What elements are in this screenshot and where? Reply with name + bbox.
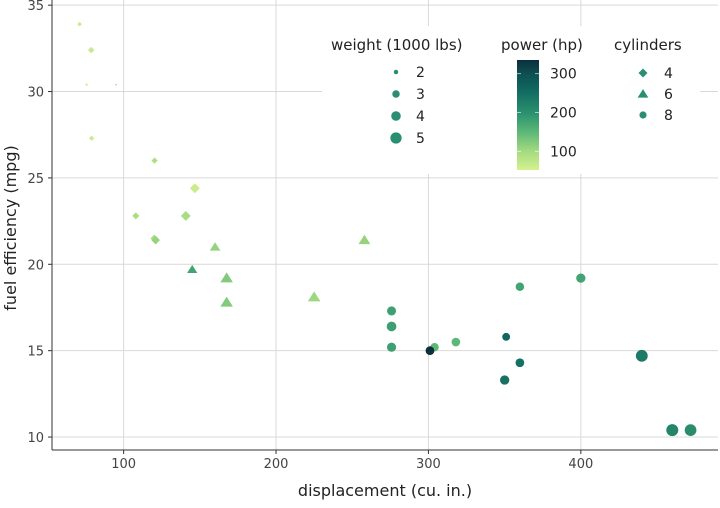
legend: weight (1000 lbs) power (hp) cylinders 2… bbox=[322, 26, 700, 174]
y-tick-label: 15 bbox=[27, 345, 44, 360]
data-point bbox=[386, 342, 397, 352]
legend-background bbox=[322, 26, 700, 174]
data-point bbox=[209, 242, 221, 251]
shape-legend-key bbox=[637, 89, 649, 98]
size-legend-title: weight (1000 lbs) bbox=[331, 36, 463, 54]
size-legend-label: 4 bbox=[416, 109, 425, 125]
shape-legend-title: cylinders bbox=[614, 36, 682, 54]
data-point bbox=[220, 296, 233, 307]
x-tick-label: 200 bbox=[264, 457, 289, 472]
color-legend-title: power (hp) bbox=[501, 36, 583, 54]
shape-legend-label: 8 bbox=[664, 108, 673, 124]
data-point bbox=[515, 358, 525, 368]
data-point bbox=[77, 21, 82, 27]
data-point bbox=[502, 332, 511, 341]
y-tick-label: 35 bbox=[27, 0, 44, 14]
y-tick-label: 20 bbox=[27, 258, 44, 273]
data-point bbox=[358, 234, 371, 245]
data-point bbox=[89, 135, 95, 141]
x-tick-label: 100 bbox=[111, 457, 136, 472]
size-legend-key bbox=[391, 111, 401, 121]
data-point bbox=[386, 321, 397, 332]
size-legend-key bbox=[392, 90, 400, 98]
y-tick-label: 30 bbox=[27, 86, 44, 101]
data-point bbox=[515, 282, 525, 291]
size-legend-label: 2 bbox=[416, 65, 425, 81]
shape-legend-key bbox=[638, 68, 648, 78]
data-points bbox=[77, 21, 697, 437]
data-point bbox=[220, 272, 233, 283]
x-tick-label: 300 bbox=[416, 457, 441, 472]
data-point bbox=[151, 157, 158, 164]
data-point bbox=[666, 424, 679, 437]
data-point bbox=[115, 83, 118, 86]
shape-legend-label: 4 bbox=[664, 66, 673, 82]
data-point bbox=[87, 46, 95, 54]
size-legend-label: 3 bbox=[416, 87, 425, 103]
colorbar-label: 200 bbox=[550, 105, 577, 121]
data-point bbox=[387, 306, 397, 316]
data-point bbox=[499, 375, 510, 385]
x-axis-label: displacement (cu. in.) bbox=[298, 481, 472, 500]
data-point bbox=[151, 235, 160, 245]
data-point bbox=[425, 346, 435, 356]
x-tick-label: 400 bbox=[568, 457, 593, 472]
data-point bbox=[85, 83, 89, 87]
colorbar-label: 100 bbox=[550, 144, 577, 160]
shape-legend-key bbox=[639, 111, 647, 119]
y-tick-label: 25 bbox=[27, 172, 44, 187]
colorbar bbox=[517, 60, 539, 170]
y-tick-label: 10 bbox=[27, 431, 44, 446]
size-legend-key bbox=[393, 69, 399, 75]
y-axis-label: fuel efficiency (mpg) bbox=[1, 145, 20, 310]
data-point bbox=[307, 291, 321, 302]
colorbar-label: 300 bbox=[550, 67, 577, 83]
data-point bbox=[684, 424, 697, 436]
data-point bbox=[187, 264, 198, 273]
data-point bbox=[635, 349, 648, 362]
shape-legend-label: 6 bbox=[664, 87, 673, 103]
size-legend-key bbox=[390, 132, 402, 144]
data-point bbox=[132, 212, 140, 220]
data-point bbox=[189, 183, 200, 194]
size-legend-label: 5 bbox=[416, 131, 425, 147]
data-point bbox=[180, 211, 191, 221]
data-point bbox=[576, 273, 586, 283]
data-point bbox=[451, 337, 461, 347]
